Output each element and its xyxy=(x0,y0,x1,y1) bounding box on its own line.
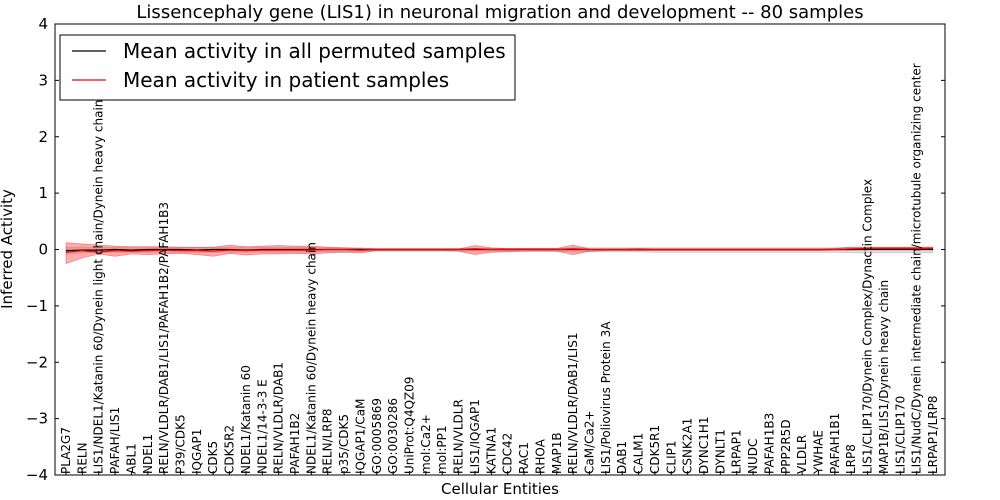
x-tick-label: MAP1B xyxy=(550,432,564,474)
y-tick-label: 3 xyxy=(38,71,48,89)
x-tick-label: DYNLT1 xyxy=(713,429,727,474)
x-tick-label: YWHAE xyxy=(812,430,826,475)
x-tick-label: NDEL1/Katanin 60 xyxy=(239,365,253,474)
x-tick-label: PAFAH1B3 xyxy=(762,413,776,474)
legend-label-patient: Mean activity in patient samples xyxy=(123,68,449,92)
x-tick-label: CSNK2A1 xyxy=(681,418,695,474)
x-tick-label: DYNC1H1 xyxy=(697,416,711,474)
x-tick-label: RELN xyxy=(75,442,89,474)
x-tick-label: PPP2R5D xyxy=(779,419,793,474)
x-tick-label: P39/CDK5 xyxy=(174,414,188,474)
series-line-1 xyxy=(65,247,933,253)
x-tick-label: CDC42 xyxy=(501,433,515,474)
x-tick-label: RELN/VLDLR/DAB1/LIS1/PAFAH1B2/PAFAH1B3 xyxy=(157,202,171,474)
y-tick-label: −1 xyxy=(26,297,48,315)
x-tick-label: NDEL1/14-3-3 E xyxy=(255,379,269,474)
x-tick-label: ABL1 xyxy=(124,443,138,474)
x-tick-label: VLDLR xyxy=(795,435,809,474)
x-tick-label: NDEL1 xyxy=(141,434,155,474)
x-tick-label: UniProt:Q4QZ09 xyxy=(403,376,417,474)
legend: Mean activity in all permuted samples Me… xyxy=(59,34,516,101)
x-tick-label: LIS1/NudC/Dynein intermediate chain/micr… xyxy=(910,63,924,474)
chart-title: Lissencephaly gene (LIS1) in neuronal mi… xyxy=(136,2,863,23)
x-tick-label: MAP1B/LIS1/Dynein heavy chain xyxy=(877,280,891,474)
x-tick-label: LIS1/Poliovirus Protein 3A xyxy=(599,321,613,474)
legend-label-permuted: Mean activity in all permuted samples xyxy=(123,39,506,63)
y-tick-label: −4 xyxy=(26,466,48,484)
x-tick-label: p35/CDK5 xyxy=(337,414,351,474)
x-tick-label: LRPAP1 xyxy=(730,429,744,474)
series-band-1 xyxy=(65,242,934,265)
x-tick-label: RELN/LRP8 xyxy=(321,408,335,474)
x-tick-label: RELN/VLDLR/DAB1 xyxy=(272,362,286,474)
x-tick-label: DAB1 xyxy=(615,441,629,474)
x-tick-label: LIS1/CLIP170 xyxy=(893,396,907,474)
y-tick-label: 4 xyxy=(38,15,48,33)
x-tick-label: CDK5R2 xyxy=(223,425,237,474)
x-tick-label: RHOA xyxy=(533,438,547,474)
category-labels: PLA2G7 RELN LIS1/NDEL1/Katanin 60/Dynein l… xyxy=(59,63,940,475)
x-tick-label: LIS1/IQGAP1 xyxy=(468,399,482,474)
legend-box xyxy=(59,34,516,101)
x-tick-label: IQGAP1/CaM xyxy=(354,399,368,475)
plot-frame xyxy=(54,23,946,476)
x-tick-label: mol:Ca2+ xyxy=(419,414,433,474)
x-axis-label: Cellular Entities xyxy=(441,480,559,498)
y-axis-label: Inferred Activity xyxy=(0,189,16,309)
x-tick-label: mol:PP1 xyxy=(435,425,449,474)
y-tick-label: −3 xyxy=(26,410,48,428)
x-tick-label: LRP8 xyxy=(844,444,858,474)
x-tick-label: NDEL1/Katanin 60/Dynein heavy chain xyxy=(304,242,318,474)
y-ticks: −4 −3 −2 −1 0 1 2 3 4 xyxy=(26,15,945,484)
x-tick-label: LRPAP1/LRP8 xyxy=(926,395,940,474)
x-tick-label: PAFAH1B2 xyxy=(288,413,302,474)
x-tick-label: CALM1 xyxy=(632,433,646,474)
x-tick-label: LIS1/NDEL1/Katanin 60/Dynein light chain… xyxy=(92,100,106,474)
x-tick-label: CLIP1 xyxy=(664,441,678,474)
series-lines xyxy=(65,247,933,253)
y-tick-label: 0 xyxy=(38,241,48,259)
x-tick-label: PAFAH1B1 xyxy=(828,413,842,474)
x-tick-label: CDK5 xyxy=(206,441,220,474)
x-tick-label: GO:0030286 xyxy=(386,398,400,474)
x-tick-label: RELN/VLDLR/DAB1/LIS1 xyxy=(566,333,580,474)
x-tick-label: CDK5R1 xyxy=(648,425,662,474)
y-tick-label: 2 xyxy=(38,128,48,146)
x-tick-label: PLA2G7 xyxy=(59,427,73,474)
y-tick-label: 1 xyxy=(38,184,48,202)
x-tick-label: LIS1/CLIP170/Dynein Complex/Dynactin Com… xyxy=(861,179,875,474)
x-tick-label: KATNA1 xyxy=(484,427,498,474)
x-tick-label: PAFAH/LIS1 xyxy=(108,407,122,474)
x-tick-label: RAC1 xyxy=(517,442,531,474)
confidence-bands xyxy=(65,242,934,265)
x-tick-label: RELN/VLDLR xyxy=(452,399,466,474)
x-tick-label: NUDC xyxy=(746,439,760,474)
y-tick-label: −2 xyxy=(26,353,48,371)
x-tick-label: IQGAP1 xyxy=(190,429,204,474)
x-tick-label: CaM/Ca2+ xyxy=(583,410,597,474)
x-tick-label: GO:0005869 xyxy=(370,398,384,474)
